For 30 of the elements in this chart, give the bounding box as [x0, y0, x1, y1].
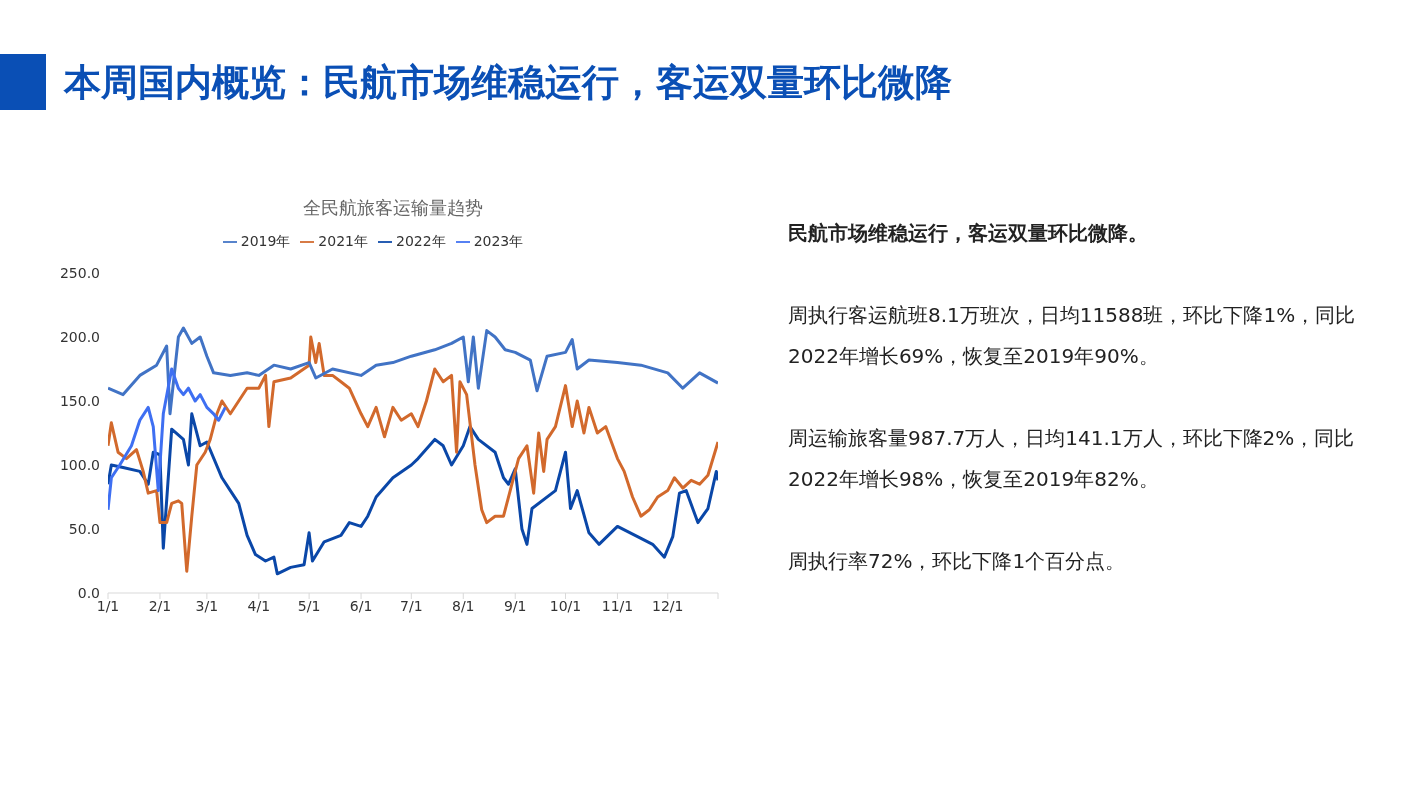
text: 周运输旅客量987.7万人，日均141.1万人，环比下降2%，同比2022年增长98%，恢复至2019年82%。	[788, 425, 1356, 493]
x-tick-label: 9/1	[503, 597, 527, 614]
x-tick-label: 5/1	[297, 597, 321, 614]
x-tick-label: 12/1	[652, 597, 684, 614]
x-tick-label: 11/1	[601, 597, 634, 614]
x-tick-label: 6/1	[349, 597, 373, 614]
x-tick-label: 7/1	[400, 597, 423, 614]
y-tick-label: 100.0	[59, 456, 100, 473]
line-series	[108, 326, 718, 416]
line-series	[108, 335, 718, 573]
text: 本周国内概览：民航市场维稳运行，客运双量环比微降	[64, 60, 952, 106]
line-series	[108, 367, 227, 512]
text: 周执行客运航班8.1万班次，日均11588班，环比下降1%，同比2022年增长69%，恢复至2019年90%。	[788, 302, 1357, 370]
legend-label: 2021年	[318, 233, 368, 249]
legend-label: 2023年	[473, 233, 524, 249]
text: 民航市场维稳运行，客运双量环比微降。	[788, 220, 1149, 247]
chart-title: 全民航旅客运输量趋势	[302, 196, 484, 220]
x-tick-label: 10/1	[549, 597, 582, 614]
y-tick-label: 250.0	[59, 264, 100, 281]
x-tick-label: 2/1	[148, 597, 172, 614]
line-series	[108, 412, 718, 576]
x-tick-label: 3/1	[195, 597, 219, 614]
x-tick-label: 8/1	[452, 597, 475, 614]
legend-label: 2019年	[240, 233, 291, 249]
text: 周执行率72%，环比下降1个百分点。	[788, 548, 1127, 575]
y-tick-label: 150.0	[59, 392, 100, 409]
x-tick-label: 4/1	[247, 597, 271, 614]
legend-label: 2022年	[396, 233, 446, 249]
y-tick-label: 200.0	[59, 328, 100, 345]
y-tick-label: 50.0	[68, 520, 100, 537]
